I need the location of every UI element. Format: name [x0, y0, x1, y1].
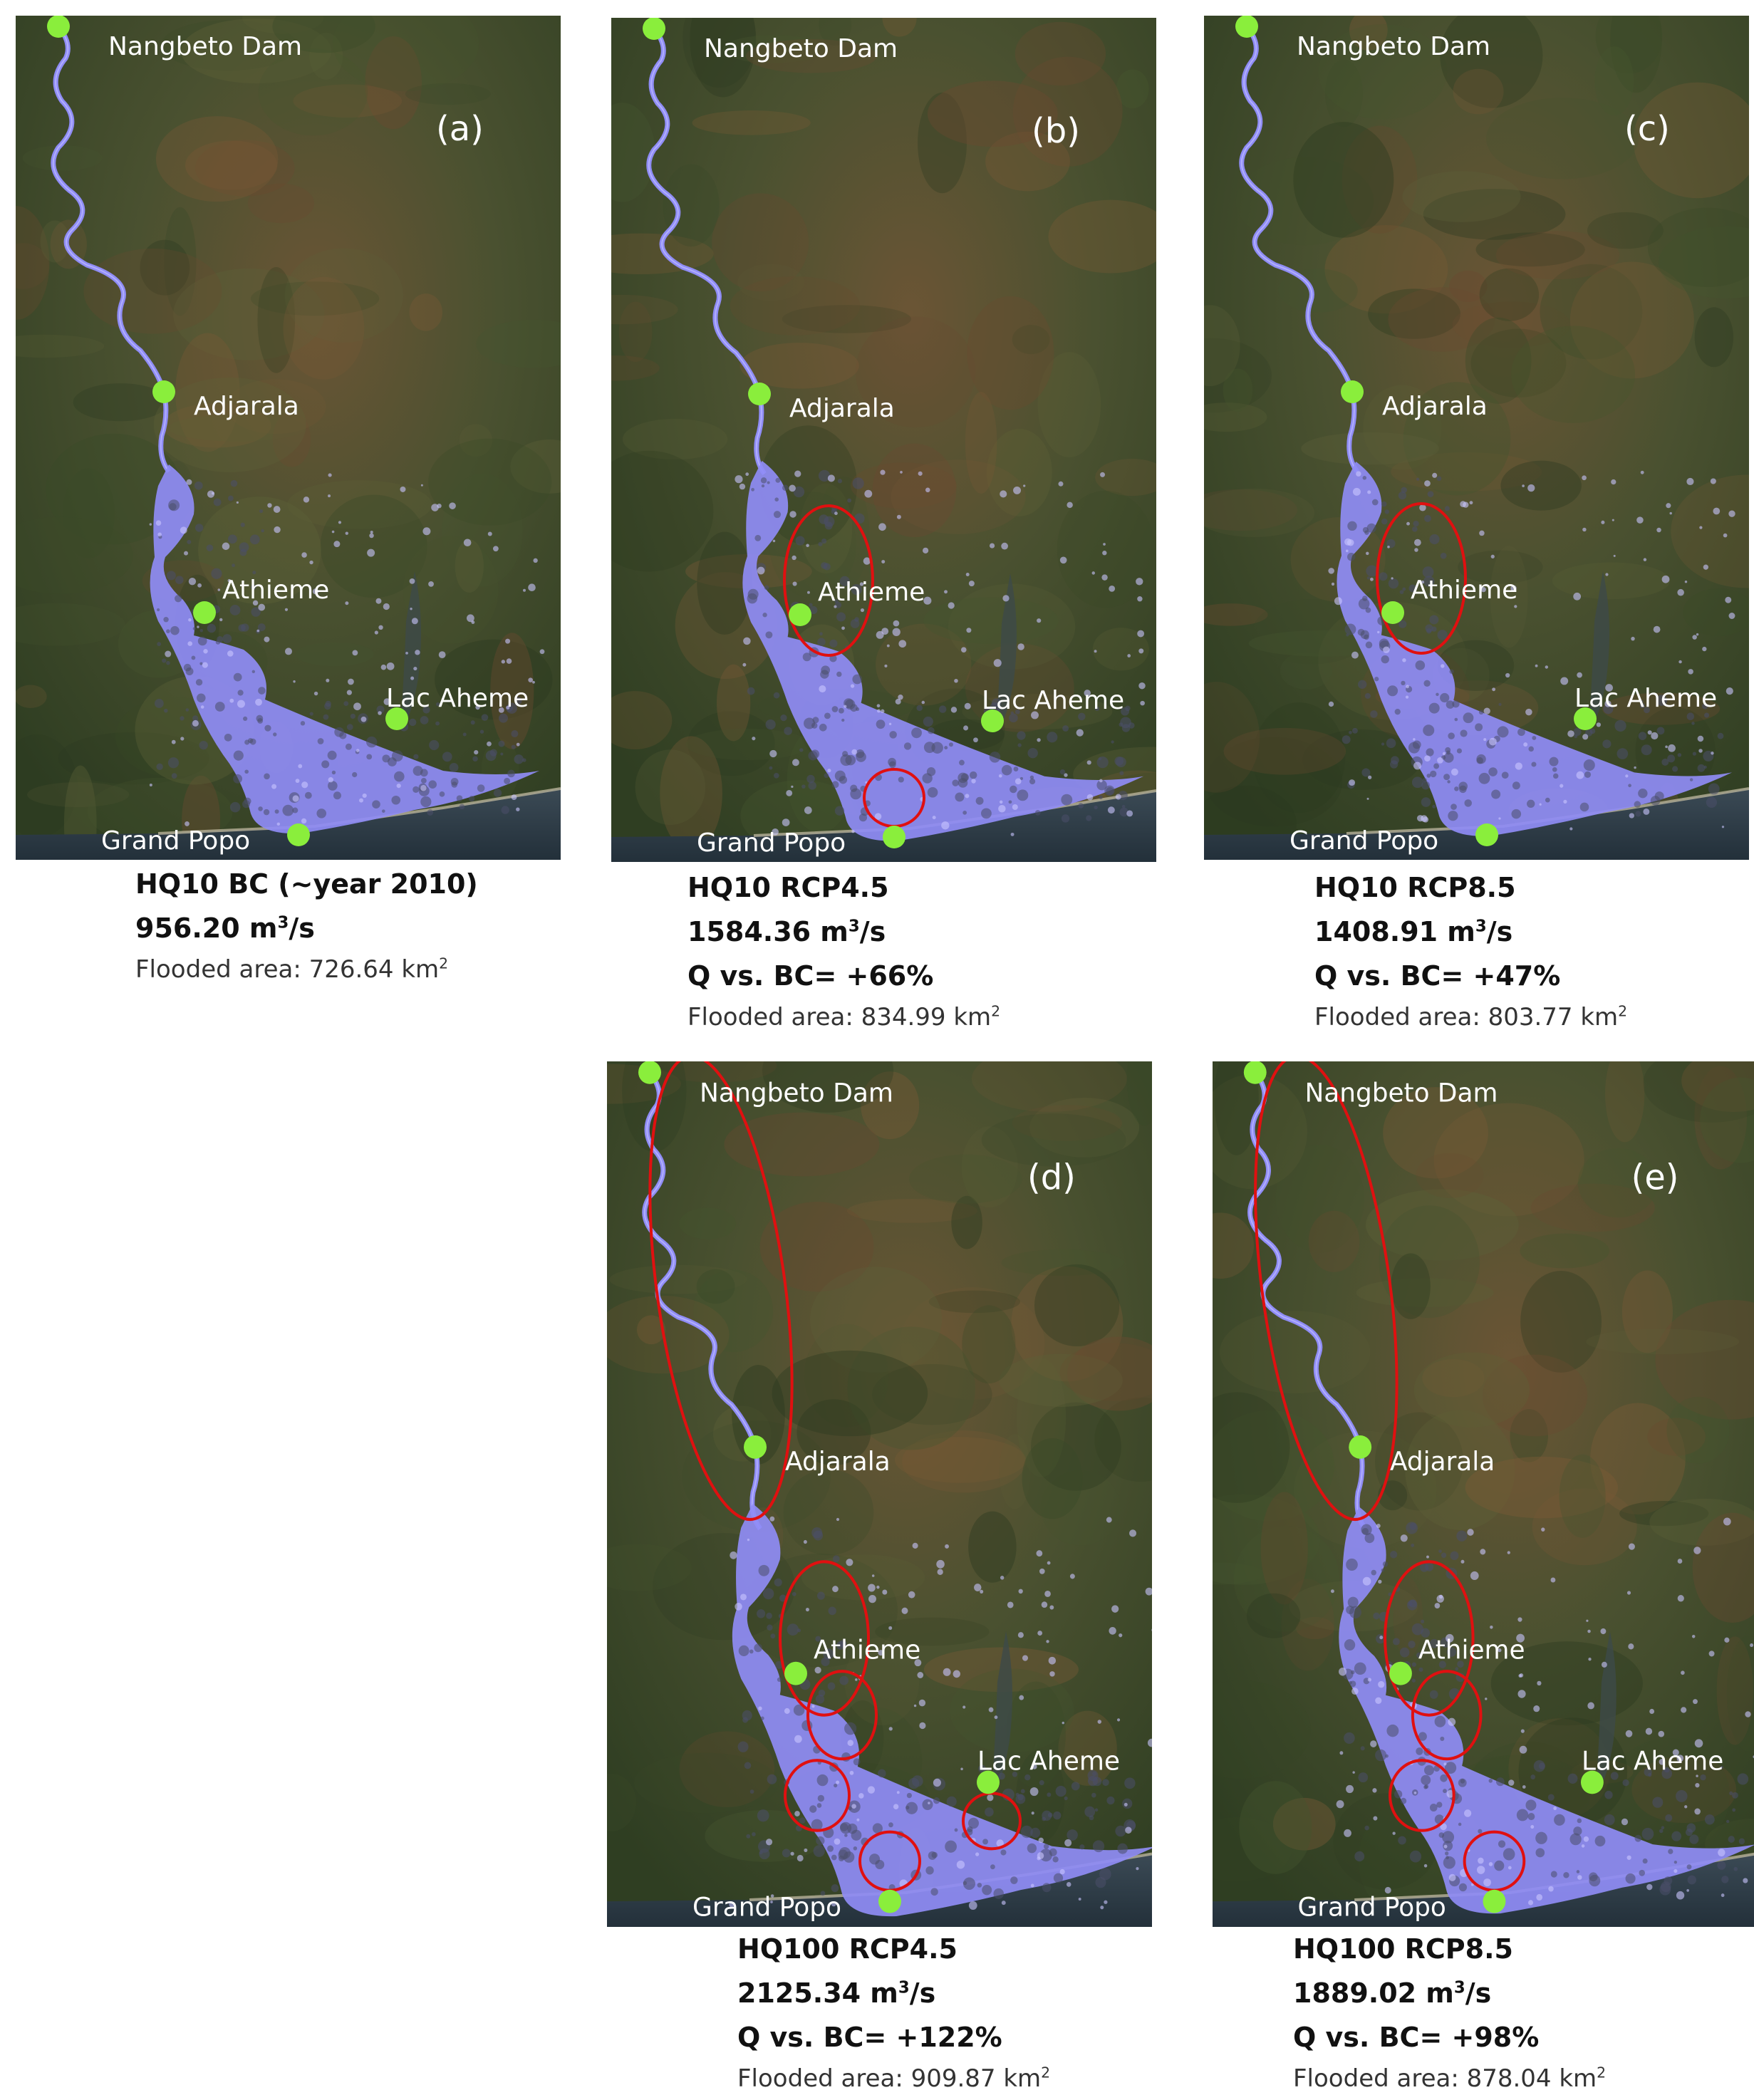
place-label-athieme: Athieme: [222, 576, 329, 605]
flooded-area: Flooded area: 834.99 km2: [687, 1002, 1001, 1031]
place-label-lac: Lac Aheme: [1582, 1745, 1723, 1777]
location-marker-athieme: [784, 1661, 807, 1685]
scenario-caption-b: HQ10 RCP4.5 1584.36 m3/s Q vs. BC= +66% Fl…: [687, 866, 1000, 1036]
location-marker-lac: [977, 1770, 1000, 1794]
place-label-athieme: Athieme: [814, 1634, 920, 1665]
location-marker-dam: [1235, 16, 1258, 38]
discharge-change: Q vs. BC= +47%: [1314, 960, 1561, 992]
scenario-caption-e: HQ100 RCP8.5 1889.02 m3/s Q vs. BC= +98% F…: [1293, 1927, 1606, 2098]
scenario-label: HQ100 RCP8.5: [1293, 1933, 1513, 1965]
location-marker-popo: [878, 1889, 901, 1913]
place-label-dam: Nangbeto Dam: [700, 1077, 893, 1108]
flooded-area: Flooded area: 803.77 km2: [1314, 1002, 1628, 1031]
place-label-adjarala: Adjarala: [785, 1446, 891, 1477]
scenario-label: HQ10 BC (~year 2010): [135, 868, 478, 900]
location-marker-athieme: [193, 601, 216, 624]
scenario-caption-a: HQ10 BC (~year 2010) 956.20 m3/s Flooded …: [135, 862, 478, 989]
map-panel-c: Nangbeto Dam Adjarala Athieme Lac Aheme Gran…: [1204, 16, 1749, 860]
map-panel-b: Nangbeto Dam Adjarala Athieme Lac Aheme Gran…: [611, 18, 1156, 862]
location-marker-dam: [638, 1061, 661, 1084]
highlight-west-ring: [1389, 1759, 1455, 1832]
location-marker-lac: [981, 709, 1004, 732]
highlight-upper-ring: [648, 1061, 794, 1522]
place-label-popo: Grand Popo: [692, 1891, 841, 1923]
discharge-change: Q vs. BC= +122%: [737, 2022, 1002, 2053]
scenario-caption-c: HQ10 RCP8.5 1408.91 m3/s Q vs. BC= +47% Fl…: [1314, 866, 1627, 1036]
discharge-value: 2125.34 m3/s: [737, 1977, 936, 2009]
location-marker-adjarala: [1341, 380, 1364, 403]
discharge-value: 1584.36 m3/s: [687, 916, 886, 947]
discharge-change: Q vs. BC= +66%: [687, 960, 934, 992]
highlight-athieme-ring: [779, 1560, 870, 1717]
map-panel-a: Nangbeto Dam Adjarala Athieme Lac Aheme Gran…: [16, 16, 561, 860]
place-label-athieme: Athieme: [1418, 1634, 1525, 1665]
location-marker-lac: [385, 707, 408, 730]
location-marker-popo: [883, 826, 905, 848]
satellite-map: Nangbeto Dam Adjarala Athieme Lac Aheme Gran…: [1213, 1061, 1754, 1927]
place-label-lac: Lac Aheme: [1574, 684, 1717, 713]
place-label-popo: Grand Popo: [697, 828, 846, 858]
place-label-lac: Lac Aheme: [982, 686, 1124, 715]
highlight-athieme-ring: [783, 504, 874, 657]
place-label-dam: Nangbeto Dam: [1304, 1077, 1498, 1108]
panel-tag: (b): [1032, 111, 1080, 151]
location-marker-popo: [1475, 823, 1498, 846]
location-marker-dam: [643, 18, 665, 40]
location-marker-athieme: [1389, 1661, 1412, 1685]
map-panel-e: Nangbeto Dam Adjarala Athieme Lac Aheme Gran…: [1213, 1061, 1754, 1927]
place-label-lac: Lac Aheme: [977, 1745, 1120, 1777]
highlight-athieme-ring: [1384, 1560, 1475, 1717]
location-marker-adjarala: [152, 380, 175, 403]
highlight-athieme-ring: [1376, 502, 1467, 655]
place-label-popo: Grand Popo: [101, 826, 250, 856]
flooded-area: Flooded area: 878.04 km2: [1293, 2064, 1607, 2093]
satellite-map: Nangbeto Dam Adjarala Athieme Lac Aheme Gran…: [607, 1061, 1152, 1927]
place-label-adjarala: Adjarala: [1382, 392, 1488, 421]
location-marker-athieme: [1381, 601, 1404, 624]
scenario-label: HQ100 RCP4.5: [737, 1933, 958, 1965]
place-label-dam: Nangbeto Dam: [704, 34, 898, 63]
place-label-athieme: Athieme: [1411, 576, 1517, 605]
flooded-area: Flooded area: 909.87 km2: [737, 2064, 1051, 2093]
highlight-west-ring: [784, 1759, 851, 1832]
location-marker-lac: [1580, 1770, 1604, 1794]
place-label-adjarala: Adjarala: [194, 392, 299, 421]
map-panel-d: Nangbeto Dam Adjarala Athieme Lac Aheme Gran…: [607, 1061, 1152, 1927]
flooded-area: Flooded area: 726.64 km2: [135, 955, 449, 984]
location-marker-lac: [1574, 707, 1597, 730]
place-label-lac: Lac Aheme: [386, 684, 529, 713]
location-marker-popo: [287, 823, 310, 846]
satellite-map: Nangbeto Dam Adjarala Athieme Lac Aheme Gran…: [611, 18, 1156, 862]
place-label-dam: Nangbeto Dam: [108, 32, 302, 61]
location-marker-adjarala: [748, 383, 771, 405]
place-label-dam: Nangbeto Dam: [1297, 32, 1490, 61]
place-label-popo: Grand Popo: [1298, 1891, 1446, 1923]
place-label-popo: Grand Popo: [1289, 826, 1438, 856]
panel-tag: (c): [1624, 109, 1670, 149]
satellite-map: Nangbeto Dam Adjarala Athieme Lac Aheme Gran…: [1204, 16, 1749, 860]
scenario-caption-d: HQ100 RCP4.5 2125.34 m3/s Q vs. BC= +122%…: [737, 1927, 1050, 2098]
highlight-mid-ring: [1411, 1670, 1483, 1761]
place-label-adjarala: Adjarala: [1390, 1446, 1495, 1477]
location-marker-athieme: [789, 603, 811, 626]
place-label-adjarala: Adjarala: [789, 394, 895, 423]
panel-tag: (d): [1027, 1158, 1076, 1198]
panel-tag: (a): [436, 109, 484, 149]
location-marker-dam: [1243, 1061, 1267, 1084]
discharge-value: 1408.91 m3/s: [1314, 916, 1513, 947]
satellite-map: Nangbeto Dam Adjarala Athieme Lac Aheme Gran…: [16, 16, 561, 860]
scenario-label: HQ10 RCP8.5: [1314, 872, 1516, 903]
panel-tag: (e): [1631, 1158, 1679, 1198]
location-marker-adjarala: [744, 1435, 767, 1459]
discharge-change: Q vs. BC= +98%: [1293, 2022, 1540, 2053]
discharge-value: 1889.02 m3/s: [1293, 1977, 1492, 2009]
highlight-mid-ring: [806, 1670, 878, 1761]
location-marker-popo: [1483, 1889, 1506, 1913]
place-label-athieme: Athieme: [818, 578, 925, 607]
highlight-upper-ring: [1254, 1061, 1398, 1522]
location-marker-adjarala: [1349, 1435, 1372, 1459]
location-marker-dam: [47, 16, 70, 38]
scenario-label: HQ10 RCP4.5: [687, 872, 889, 903]
discharge-value: 956.20 m3/s: [135, 913, 315, 944]
